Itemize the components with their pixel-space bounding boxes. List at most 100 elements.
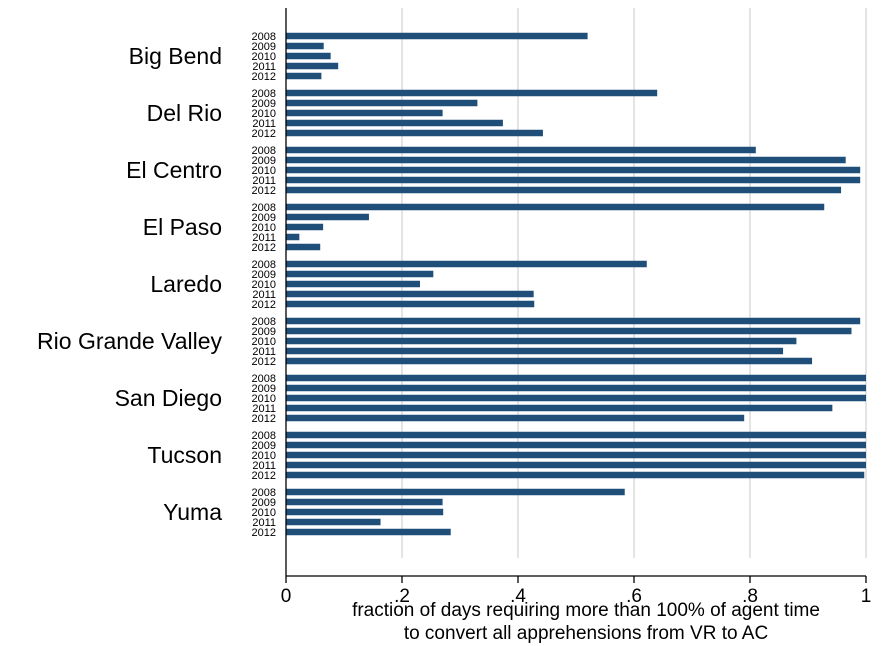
bar-1-3 bbox=[286, 119, 503, 127]
year-label: 2009 bbox=[252, 497, 276, 509]
x-tick-label: .8 bbox=[742, 586, 758, 607]
year-label: 2010 bbox=[252, 393, 276, 405]
year-label: 2011 bbox=[252, 517, 276, 529]
year-label: 2009 bbox=[252, 383, 276, 395]
group-label: Laredo bbox=[150, 271, 222, 297]
bars bbox=[286, 32, 866, 536]
year-label: 2012 bbox=[252, 470, 276, 482]
bar-7-1 bbox=[286, 441, 866, 449]
year-label: 2010 bbox=[252, 279, 276, 291]
year-label: 2010 bbox=[252, 507, 276, 519]
x-tick-label: 0 bbox=[281, 586, 292, 607]
bar-7-2 bbox=[286, 451, 866, 459]
year-label: 2008 bbox=[252, 202, 276, 214]
group-label: Tucson bbox=[147, 442, 222, 468]
bar-2-2 bbox=[286, 166, 861, 174]
year-label: 2010 bbox=[252, 450, 276, 462]
bar-7-3 bbox=[286, 461, 866, 469]
bar-3-2 bbox=[286, 223, 324, 231]
year-label: 2011 bbox=[252, 346, 276, 358]
x-tick-label: .4 bbox=[510, 586, 526, 607]
bar-3-0 bbox=[286, 203, 825, 211]
year-label: 2009 bbox=[252, 41, 276, 53]
x-axis-title-line-2: to convert all apprehensions from VR to … bbox=[404, 623, 768, 644]
bar-5-4 bbox=[286, 357, 813, 365]
year-label: 2009 bbox=[252, 155, 276, 167]
bar-5-0 bbox=[286, 317, 861, 325]
bar-6-2 bbox=[286, 394, 866, 402]
year-label: 2011 bbox=[252, 232, 276, 244]
year-label: 2011 bbox=[252, 61, 276, 73]
year-label: 2012 bbox=[252, 299, 276, 311]
bar-3-4 bbox=[286, 243, 321, 251]
bar-1-1 bbox=[286, 99, 478, 107]
year-label: 2008 bbox=[252, 487, 276, 499]
year-label: 2008 bbox=[252, 31, 276, 43]
year-label: 2012 bbox=[252, 527, 276, 539]
bar-4-0 bbox=[286, 260, 647, 268]
year-label: 2008 bbox=[252, 430, 276, 442]
bar-8-0 bbox=[286, 488, 625, 496]
year-label: 2011 bbox=[252, 118, 276, 130]
bar-8-4 bbox=[286, 528, 451, 536]
year-label: 2009 bbox=[252, 440, 276, 452]
group-label: Rio Grande Valley bbox=[37, 328, 222, 354]
year-label: 2011 bbox=[252, 460, 276, 472]
year-label: 2008 bbox=[252, 316, 276, 328]
year-label: 2012 bbox=[252, 242, 276, 254]
year-label: 2010 bbox=[252, 222, 276, 234]
bar-4-3 bbox=[286, 290, 534, 298]
bar-4-1 bbox=[286, 270, 434, 278]
bar-6-4 bbox=[286, 414, 745, 422]
bar-3-1 bbox=[286, 213, 369, 221]
year-label: 2011 bbox=[252, 289, 276, 301]
year-label: 2011 bbox=[252, 403, 276, 415]
group-label: Big Bend bbox=[129, 43, 222, 69]
year-label: 2012 bbox=[252, 71, 276, 83]
bar-0-0 bbox=[286, 32, 588, 40]
x-tick-label: .2 bbox=[394, 586, 410, 607]
bar-6-0 bbox=[286, 374, 866, 382]
year-label: 2008 bbox=[252, 259, 276, 271]
year-label: 2009 bbox=[252, 212, 276, 224]
bar-0-2 bbox=[286, 52, 331, 60]
axes: 0 .2 .4 .6 .8 1 bbox=[281, 8, 872, 607]
bar-6-3 bbox=[286, 404, 833, 412]
group-label: Del Rio bbox=[147, 100, 222, 126]
group-label: El Paso bbox=[143, 214, 222, 240]
year-label: 2010 bbox=[252, 108, 276, 120]
bar-2-0 bbox=[286, 146, 756, 154]
x-tick-label: .6 bbox=[626, 586, 642, 607]
bar-7-4 bbox=[286, 471, 865, 479]
year-label: 2008 bbox=[252, 373, 276, 385]
year-label: 2012 bbox=[252, 413, 276, 425]
year-label: 2012 bbox=[252, 185, 276, 197]
year-label: 2010 bbox=[252, 165, 276, 177]
bar-4-4 bbox=[286, 300, 535, 308]
group-label: Yuma bbox=[163, 499, 222, 525]
year-label: 2009 bbox=[252, 98, 276, 110]
bar-2-1 bbox=[286, 156, 846, 164]
bar-5-3 bbox=[286, 347, 784, 355]
bar-1-4 bbox=[286, 129, 543, 137]
bar-0-3 bbox=[286, 62, 339, 70]
bar-7-0 bbox=[286, 431, 866, 439]
group-label: El Centro bbox=[126, 157, 222, 183]
bar-4-2 bbox=[286, 280, 420, 288]
bar-3-3 bbox=[286, 233, 300, 241]
year-label: 2011 bbox=[252, 175, 276, 187]
bar-2-4 bbox=[286, 186, 842, 194]
bar-1-2 bbox=[286, 109, 443, 117]
bar-0-4 bbox=[286, 72, 322, 80]
bar-2-3 bbox=[286, 176, 861, 184]
bar-1-0 bbox=[286, 89, 658, 97]
x-tick-label: 1 bbox=[861, 586, 872, 607]
year-label: 2010 bbox=[252, 51, 276, 63]
year-label: 2009 bbox=[252, 326, 276, 338]
bar-8-3 bbox=[286, 518, 381, 526]
year-label: 2012 bbox=[252, 128, 276, 140]
year-label: 2008 bbox=[252, 145, 276, 157]
x-axis-title-line-1: fraction of days requiring more than 100… bbox=[352, 600, 820, 621]
